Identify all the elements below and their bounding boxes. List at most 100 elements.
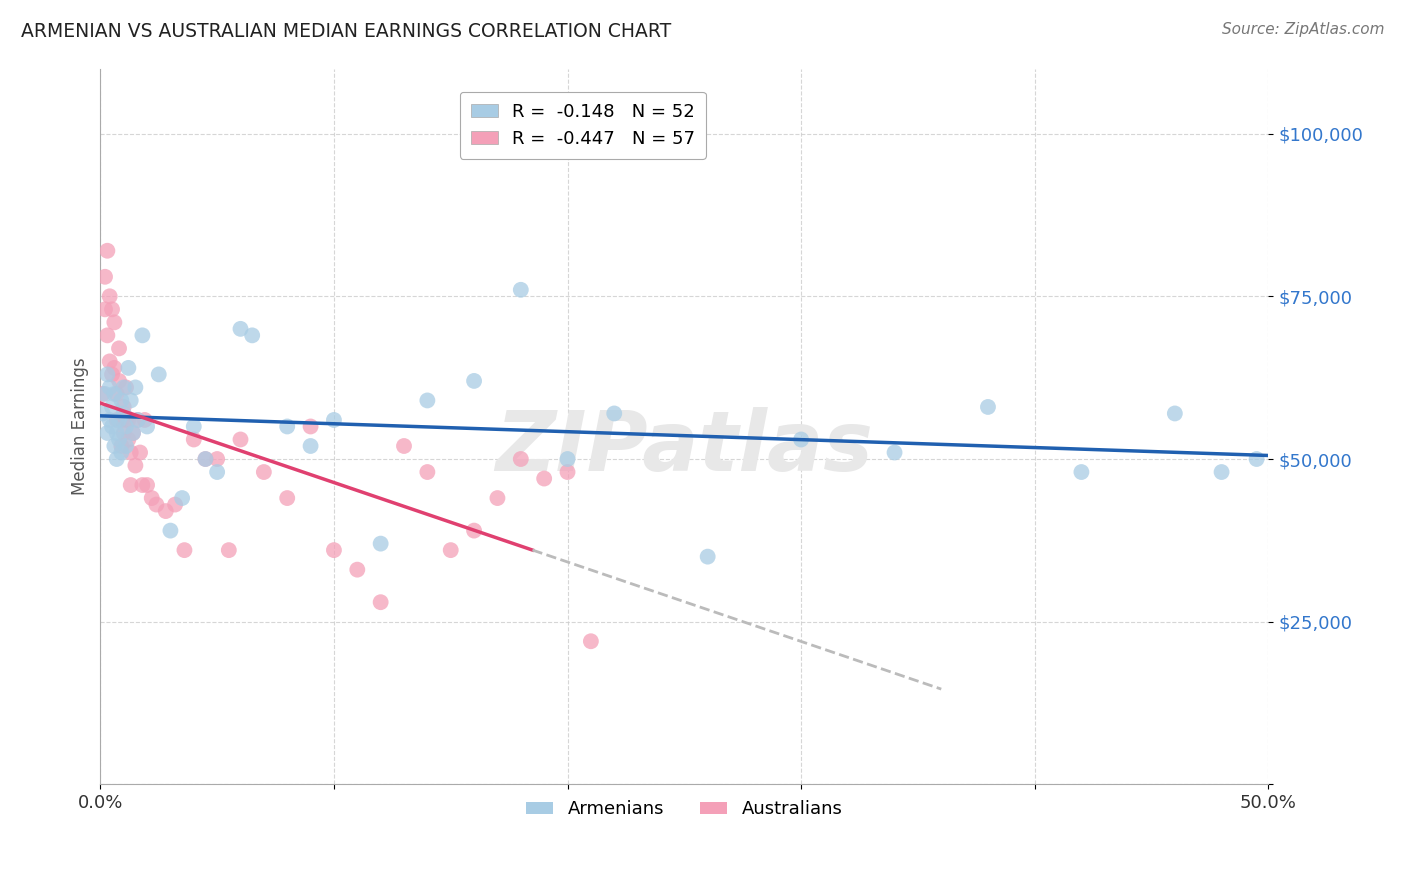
Point	[299, 419, 322, 434]
Point	[122, 425, 145, 440]
Point	[124, 458, 146, 473]
Point	[194, 452, 217, 467]
Point	[977, 400, 1000, 414]
Point	[108, 342, 131, 356]
Point	[218, 543, 240, 558]
Point	[131, 478, 153, 492]
Point	[579, 634, 602, 648]
Point	[557, 452, 579, 467]
Point	[105, 413, 128, 427]
Point	[141, 491, 163, 505]
Point	[183, 433, 205, 447]
Point	[323, 543, 346, 558]
Point	[120, 445, 142, 459]
Point	[96, 425, 118, 440]
Point	[509, 283, 531, 297]
Point	[124, 380, 146, 394]
Point	[1164, 407, 1187, 421]
Point	[110, 445, 132, 459]
Point	[463, 524, 485, 538]
Point	[346, 563, 368, 577]
Point	[1246, 452, 1268, 467]
Point	[183, 419, 205, 434]
Point	[696, 549, 718, 564]
Point	[103, 315, 125, 329]
Point	[101, 419, 124, 434]
Point	[240, 328, 263, 343]
Point	[276, 491, 298, 505]
Point	[96, 368, 118, 382]
Point	[108, 413, 131, 427]
Point	[117, 413, 139, 427]
Point	[103, 387, 125, 401]
Point	[790, 433, 813, 447]
Point	[117, 433, 139, 447]
Point	[96, 328, 118, 343]
Point	[108, 374, 131, 388]
Point	[115, 413, 138, 427]
Point	[108, 433, 131, 447]
Point	[416, 393, 439, 408]
Point	[101, 368, 124, 382]
Point	[145, 498, 167, 512]
Point	[98, 413, 121, 427]
Text: ZIPatlas: ZIPatlas	[495, 408, 873, 489]
Point	[131, 328, 153, 343]
Point	[165, 498, 187, 512]
Point	[91, 407, 114, 421]
Point	[229, 322, 252, 336]
Point	[105, 387, 128, 401]
Point	[101, 302, 124, 317]
Point	[127, 413, 149, 427]
Point	[136, 419, 159, 434]
Point	[463, 374, 485, 388]
Point	[94, 387, 117, 401]
Point	[110, 393, 132, 408]
Point	[533, 471, 555, 485]
Point	[205, 465, 228, 479]
Point	[370, 536, 392, 550]
Point	[205, 452, 228, 467]
Point	[276, 419, 298, 434]
Point	[299, 439, 322, 453]
Point	[115, 439, 138, 453]
Point	[440, 543, 463, 558]
Point	[173, 543, 195, 558]
Point	[229, 433, 252, 447]
Text: ARMENIAN VS AUSTRALIAN MEDIAN EARNINGS CORRELATION CHART: ARMENIAN VS AUSTRALIAN MEDIAN EARNINGS C…	[21, 22, 671, 41]
Point	[91, 387, 114, 401]
Point	[94, 302, 117, 317]
Point	[117, 360, 139, 375]
Point	[148, 368, 170, 382]
Point	[370, 595, 392, 609]
Point	[98, 354, 121, 368]
Point	[134, 413, 156, 427]
Point	[323, 413, 346, 427]
Point	[883, 445, 905, 459]
Point	[155, 504, 177, 518]
Point	[103, 439, 125, 453]
Point	[392, 439, 415, 453]
Text: Source: ZipAtlas.com: Source: ZipAtlas.com	[1222, 22, 1385, 37]
Point	[416, 465, 439, 479]
Point	[115, 380, 138, 394]
Point	[603, 407, 626, 421]
Y-axis label: Median Earnings: Median Earnings	[72, 358, 89, 495]
Point	[120, 478, 142, 492]
Point	[253, 465, 276, 479]
Point	[194, 452, 217, 467]
Point	[98, 380, 121, 394]
Point	[110, 413, 132, 427]
Point	[103, 360, 125, 375]
Point	[115, 419, 138, 434]
Point	[1211, 465, 1233, 479]
Point	[105, 425, 128, 440]
Point	[136, 478, 159, 492]
Point	[112, 425, 135, 440]
Point	[94, 269, 117, 284]
Point	[101, 400, 124, 414]
Point	[110, 439, 132, 453]
Point	[112, 400, 135, 414]
Point	[1070, 465, 1092, 479]
Point	[509, 452, 531, 467]
